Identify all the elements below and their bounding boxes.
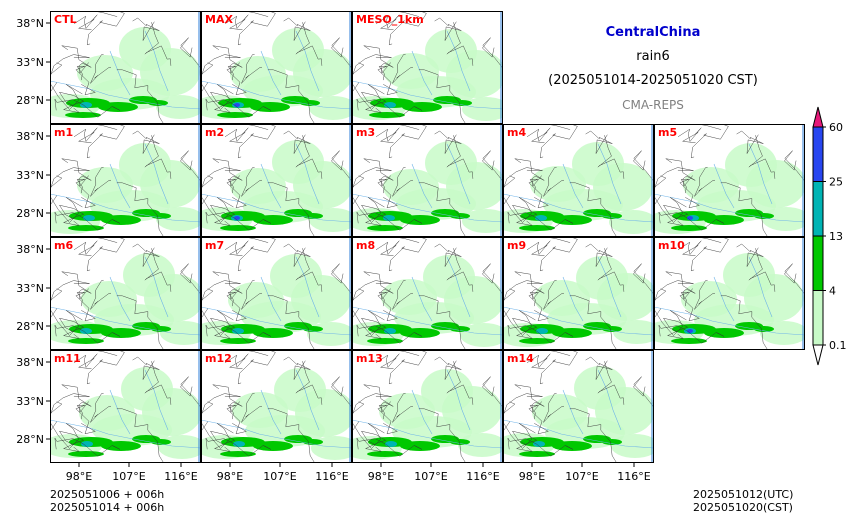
- lon-tick-label: 107°E: [565, 470, 598, 483]
- map-panel: [201, 124, 352, 237]
- panel-label: m1: [54, 126, 73, 139]
- colorbar-min-arrow: [812, 344, 824, 366]
- lon-tick-label: 116°E: [617, 470, 650, 483]
- colorbar-label: 4: [829, 285, 836, 298]
- lat-tick-label: 33°N: [16, 56, 44, 69]
- lon-tick-label: 107°E: [263, 470, 296, 483]
- map-panel: [201, 350, 352, 463]
- lat-tick-label: 28°N: [16, 433, 44, 446]
- panel-label: m14: [507, 352, 534, 365]
- panel-label: m11: [54, 352, 81, 365]
- lat-tick-label: 33°N: [16, 282, 44, 295]
- panel-label: m10: [658, 239, 685, 252]
- lon-tick-label: 116°E: [315, 470, 348, 483]
- lat-tick-label: 38°N: [16, 243, 44, 256]
- map-panel: [201, 237, 352, 350]
- lat-tick-label: 38°N: [16, 130, 44, 143]
- lat-tick-label: 38°N: [16, 17, 44, 30]
- map-panel: [50, 124, 201, 237]
- panel-label: m8: [356, 239, 375, 252]
- lon-tick-label: 98°E: [368, 470, 394, 483]
- map-panel: [503, 124, 654, 237]
- map-panel: [503, 350, 654, 463]
- panel-label: MAX: [205, 13, 233, 26]
- source-text: CMA-REPS: [622, 98, 684, 112]
- panel-label: m9: [507, 239, 526, 252]
- map-panel: [352, 124, 503, 237]
- lon-tick-label: 107°E: [112, 470, 145, 483]
- map-panel: [352, 350, 503, 463]
- lat-tick-label: 28°N: [16, 94, 44, 107]
- variable-name: rain6: [636, 49, 670, 64]
- lat-tick-label: 38°N: [16, 356, 44, 369]
- colorbar-label: 13: [829, 230, 843, 243]
- map-panel: [201, 11, 352, 124]
- map-panel: [503, 237, 654, 350]
- map-panel: [50, 11, 201, 124]
- lon-tick-label: 98°E: [519, 470, 545, 483]
- lon-tick-label: 98°E: [217, 470, 243, 483]
- lat-tick-label: 28°N: [16, 207, 44, 220]
- lon-tick-label: 98°E: [66, 470, 92, 483]
- panel-label: CTL: [54, 13, 77, 26]
- map-panel: [654, 124, 805, 237]
- lon-tick-label: 107°E: [414, 470, 447, 483]
- init-time-line2: 2025051014 + 006h: [50, 501, 165, 514]
- lon-tick-label: 116°E: [466, 470, 499, 483]
- lon-tick-label: 116°E: [164, 470, 197, 483]
- map-panel: [50, 350, 201, 463]
- panel-label: m4: [507, 126, 526, 139]
- map-panel: [50, 237, 201, 350]
- panel-label: m6: [54, 239, 73, 252]
- lat-tick-label: 33°N: [16, 169, 44, 182]
- period-text: (2025051014-2025051020 CST): [548, 73, 758, 88]
- panel-label: m7: [205, 239, 224, 252]
- colorbar-segment: [813, 181, 823, 236]
- panel-label: m5: [658, 126, 677, 139]
- init-time-line1: 2025051006 + 006h: [50, 488, 165, 501]
- valid-time-utc: 2025051012(UTC): [693, 488, 794, 501]
- colorbar-segment: [813, 290, 823, 345]
- panel-label: m3: [356, 126, 375, 139]
- region-title: CentralChina: [605, 25, 701, 40]
- map-panel: [654, 237, 805, 350]
- panel-label: m2: [205, 126, 224, 139]
- map-panel: [352, 237, 503, 350]
- panel-label: MESO_1km: [356, 13, 424, 26]
- colorbar-label: 60: [829, 121, 843, 134]
- map-panel: [352, 11, 503, 124]
- colorbar-label: 25: [829, 176, 843, 189]
- panel-label: m12: [205, 352, 232, 365]
- colorbar-label: 0.1: [829, 339, 847, 352]
- colorbar-max-arrow: [812, 106, 824, 128]
- lat-tick-label: 33°N: [16, 395, 44, 408]
- panel-label: m13: [356, 352, 383, 365]
- colorbar-segment: [813, 127, 823, 182]
- colorbar-segment: [813, 236, 823, 291]
- valid-time-cst: 2025051020(CST): [693, 501, 793, 514]
- lat-tick-label: 28°N: [16, 320, 44, 333]
